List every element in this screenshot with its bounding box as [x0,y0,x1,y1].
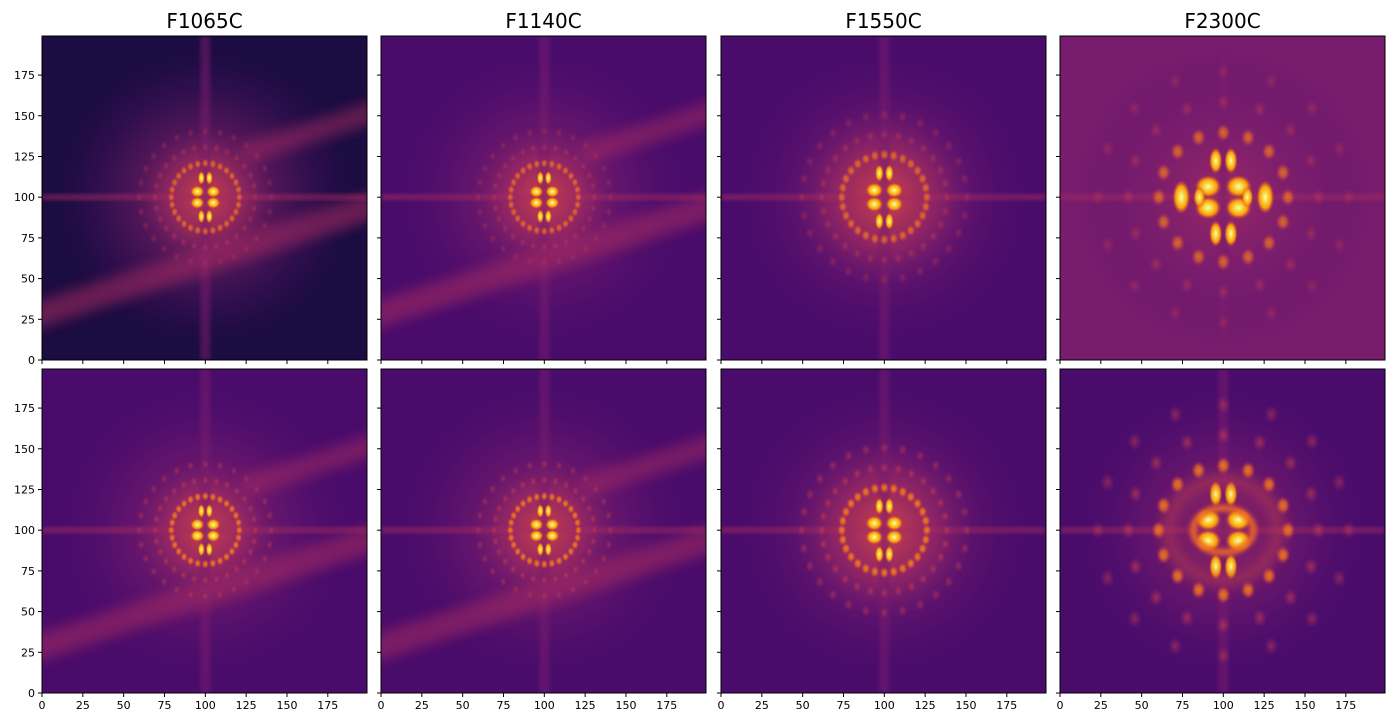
image-panel-f2300c-row-2: 0 25 50 75 100 125 150 175 [1056,368,1386,712]
y-tick-label: 0 [28,687,35,700]
axes-frame [1059,368,1386,694]
y-tick-label: 75 [21,565,35,578]
axes-frame [380,35,707,361]
image-content [381,36,706,360]
y-tick-label: 125 [14,483,35,496]
axes-frame [41,35,368,361]
image-panel-f1550c-row-2: 0 25 50 75 100 125 150 175 [717,368,1047,712]
image-panel-f1065c-row-1: 0 25 50 75 100 125 150 175 F1065C [14,9,368,367]
x-tick-label: 0 [39,699,46,712]
x-tick-label: 100 [874,699,895,712]
y-tick-label: 75 [21,232,35,245]
y-tick-label: 175 [14,402,35,415]
x-tick-label: 0 [1057,699,1064,712]
image-content [42,369,367,693]
y-tick-label: 50 [21,606,35,619]
image-panel-f2300c-row-1: F2300C [1056,9,1386,364]
y-tick-label: 0 [28,354,35,367]
image-panel-f1140c-row-2: 0 25 50 75 100 125 150 175 [377,368,707,712]
x-tick-label: 175 [317,699,338,712]
panel-title: F1065C [166,9,242,33]
x-tick-label: 75 [157,699,171,712]
x-tick-label: 125 [236,699,257,712]
x-tick-label: 125 [575,699,596,712]
y-tick-label: 100 [14,191,35,204]
x-tick-label: 75 [496,699,510,712]
x-tick-label: 150 [955,699,976,712]
panel-title: F2300C [1184,9,1260,33]
x-tick-label: 150 [276,699,297,712]
x-tick-label: 175 [1335,699,1356,712]
x-tick-label: 75 [836,699,850,712]
panel-title: F1550C [845,9,921,33]
x-tick-label: 175 [996,699,1017,712]
y-tick-label: 150 [14,110,35,123]
x-tick-label: 100 [534,699,555,712]
image-panel-f1065c-row-2: 0 25 50 75 100 125 150 175 0 25 50 75 100 125 150 175 [14,368,368,712]
image-panel-f1140c-row-1: F1140C [377,9,707,364]
x-tick-label: 50 [456,699,470,712]
x-tick-label: 175 [656,699,677,712]
axes-frame [720,368,1047,694]
x-tick-label: 0 [378,699,385,712]
image-content [721,369,1046,693]
image-content [721,36,1046,360]
image-content [1060,369,1385,693]
x-tick-label: 100 [195,699,216,712]
image-content [42,36,367,360]
panel-title: F1140C [505,9,581,33]
image-content [381,369,706,693]
x-tick-label: 125 [1254,699,1275,712]
y-tick-label: 25 [21,313,35,326]
x-tick-label: 150 [1294,699,1315,712]
y-tick-label: 125 [14,150,35,163]
y-tick-label: 25 [21,646,35,659]
x-tick-label: 125 [915,699,936,712]
y-tick-label: 100 [14,524,35,537]
x-tick-label: 75 [1175,699,1189,712]
axes-frame [720,35,1047,361]
image-content [1060,36,1385,360]
x-tick-label: 100 [1213,699,1234,712]
x-tick-label: 50 [117,699,131,712]
y-tick-label: 175 [14,69,35,82]
x-tick-label: 50 [796,699,810,712]
x-tick-label: 25 [1094,699,1108,712]
y-tick-label: 50 [21,273,35,286]
image-panel-f1550c-row-1: F1550C [717,9,1047,364]
y-tick-label: 150 [14,443,35,456]
x-tick-label: 25 [755,699,769,712]
x-tick-label: 25 [415,699,429,712]
axes-frame [41,368,368,694]
axes-frame [380,368,707,694]
axes-frame [1059,35,1386,361]
x-tick-label: 50 [1135,699,1149,712]
x-tick-label: 25 [76,699,90,712]
x-tick-label: 0 [718,699,725,712]
x-tick-label: 150 [615,699,636,712]
